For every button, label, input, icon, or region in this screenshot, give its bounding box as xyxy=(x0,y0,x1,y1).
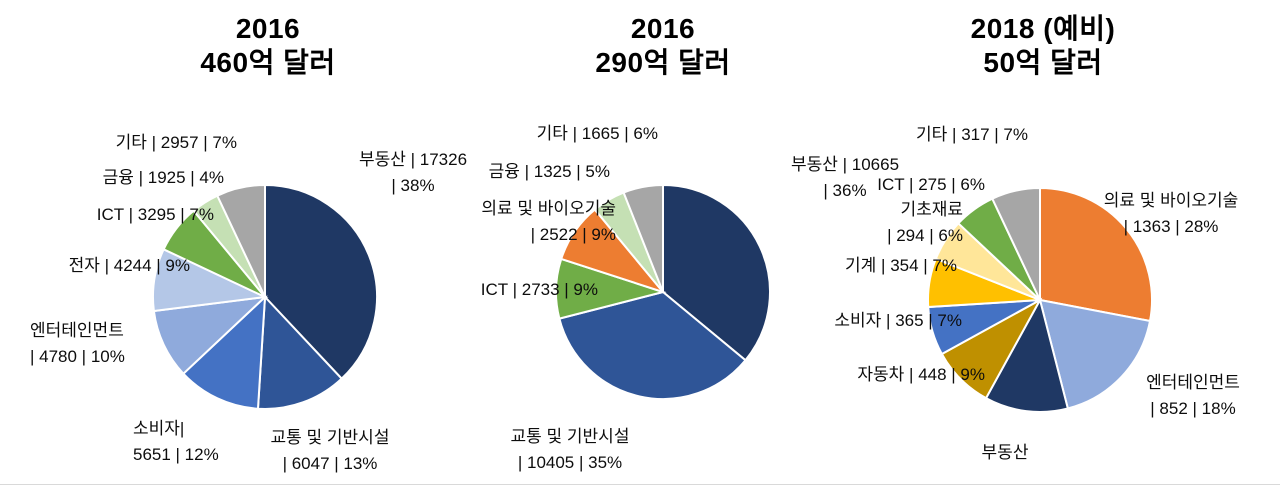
slice-label-line: | 2522 | 9% xyxy=(530,225,616,244)
slice-label-medical-biotech: 의료 및 바이오기술 | 1363 | 28% xyxy=(1104,188,1239,240)
slice-label-consumer: 소비자 | 365 | 7% xyxy=(834,308,962,334)
slice-label-line: 엔터테인먼트 xyxy=(30,321,124,340)
slice-label-line: | 6047 | 13% xyxy=(282,454,378,473)
slice-label-line: | 4780 | 10% xyxy=(30,347,125,366)
slice-label-real-estate: 부동산 | 10665 | 36% xyxy=(791,152,899,204)
pie-slice-transport-infrastructure xyxy=(256,294,344,410)
slice-label-real-estate: 부동산 | 17326 | 38% xyxy=(359,147,467,199)
slice-label-line: 기타 | 1665 | 6% xyxy=(536,124,658,143)
slice-label-consumer: 소비자| 5651 | 12% xyxy=(133,416,219,468)
title-total: 50억 달러 xyxy=(983,47,1103,78)
title-total: 460억 달러 xyxy=(200,47,336,78)
slice-label-transport-infrastructure: 교통 및 기반시설 | 10405 | 35% xyxy=(511,424,630,476)
slice-label-line: | 10405 | 35% xyxy=(517,453,623,472)
pie-slice-real-estate xyxy=(984,297,1070,413)
pie-slice-real-estate xyxy=(662,183,771,362)
pie-slice-consumer xyxy=(181,294,267,410)
pie-2016-29b xyxy=(555,183,771,400)
title-year: 2016 xyxy=(235,13,301,44)
pie-2018-5b xyxy=(927,186,1153,413)
slice-label-line: ICT | 2733 | 9% xyxy=(480,280,598,299)
slice-label-machinery: 기계 | 354 | 7% xyxy=(845,253,957,279)
slice-label-line: 엔터테인먼트 xyxy=(1146,373,1240,392)
pie-slice-real-estate xyxy=(264,183,378,381)
slice-label-entertainment: 엔터테인먼트 | 852 | 18% xyxy=(1146,370,1240,422)
title-year: 2018 (예비) xyxy=(970,13,1116,44)
slice-label-line: | 1363 | 28% xyxy=(1123,217,1219,236)
slice-label-line: ICT | 3295 | 7% xyxy=(96,205,214,224)
slice-label-line: 교통 및 기반시설 xyxy=(270,428,390,447)
slice-label-line: 기초재료 xyxy=(900,200,963,219)
slice-label-line: 소비자 | 365 | 7% xyxy=(834,311,962,330)
slice-label-line: 의료 및 바이오기술 xyxy=(1103,191,1239,210)
slice-label-electronics: 전자 | 4244 | 9% xyxy=(69,253,190,279)
slice-label-line: 자동차 | 448 | 9% xyxy=(857,365,985,384)
chart-title-2018-5b: 2018 (예비) 50억 달러 xyxy=(971,12,1116,80)
slice-label-line: 부동산 | 10665 xyxy=(790,155,900,174)
pie-slice-other xyxy=(622,183,664,293)
pie-slice-entertainment xyxy=(1038,298,1152,410)
bottom-divider xyxy=(0,484,1280,485)
slice-label-line: 교통 및 기반시설 xyxy=(510,427,630,446)
slice-label-ict: ICT | 3295 | 7% xyxy=(97,202,214,228)
slice-label-line: | 852 | 18% xyxy=(1150,399,1236,418)
slice-label-finance: 금융 | 1925 | 4% xyxy=(103,165,224,191)
title-year: 2016 xyxy=(630,13,696,44)
slice-label-transport-infrastructure: 교통 및 기반시설 | 6047 | 13% xyxy=(271,425,390,477)
slice-label-ict: ICT | 275 | 6% xyxy=(877,172,985,198)
slice-label-line: 금융 | 1925 | 4% xyxy=(102,168,224,187)
slice-label-line: 금융 | 1325 | 5% xyxy=(488,162,610,181)
slice-label-entertainment: 엔터테인먼트 | 4780 | 10% xyxy=(30,318,125,370)
slice-label-line: | 36% xyxy=(823,181,867,200)
slice-label-line: | 38% xyxy=(391,176,435,195)
slice-label-line: 기타 | 2957 | 7% xyxy=(115,133,237,152)
pie-slice-transport-infrastructure xyxy=(558,290,747,400)
slice-label-medical-biotech: 의료 및 바이오기술 | 2522 | 9% xyxy=(481,196,616,248)
slice-label-line: 기계 | 354 | 7% xyxy=(845,256,957,275)
chart-title-2016-29b: 2016 290억 달러 xyxy=(595,12,730,80)
slice-label-line: 부동산 xyxy=(981,443,1029,462)
slice-label-line: 기타 | 317 | 7% xyxy=(916,125,1028,144)
chart-title-2016-46b: 2016 460억 달러 xyxy=(200,12,335,80)
slice-label-line: 전자 | 4244 | 9% xyxy=(68,256,190,275)
slice-label-basic-materials: 기초재료 | 294 | 6% xyxy=(887,197,963,249)
title-total: 290억 달러 xyxy=(595,47,731,78)
pie-slice-other xyxy=(990,186,1041,301)
slice-label-other: 기타 | 1665 | 6% xyxy=(537,121,658,147)
slice-label-line: 소비자| xyxy=(133,419,185,438)
slice-label-line: 부동산 | 17326 xyxy=(358,150,468,169)
slice-label-line: ICT | 275 | 6% xyxy=(877,175,985,194)
slice-label-line: 의료 및 바이오기술 xyxy=(481,199,616,218)
slice-label-finance: 금융 | 1325 | 5% xyxy=(489,159,610,185)
slice-label-other: 기타 | 317 | 7% xyxy=(916,122,1028,148)
slice-label-real-estate: 부동산 xyxy=(982,440,1029,466)
slice-label-line: 5651 | 12% xyxy=(133,445,219,464)
pie-slice-other xyxy=(215,183,266,298)
pie-slice-medical-biotech xyxy=(1039,186,1153,323)
slice-label-other: 기타 | 2957 | 7% xyxy=(116,130,237,156)
pie-2016-46b xyxy=(152,183,378,410)
slice-label-ict: ICT | 2733 | 9% xyxy=(481,277,598,303)
slice-label-automotive: 자동차 | 448 | 9% xyxy=(857,362,985,388)
slice-label-line: | 294 | 6% xyxy=(887,226,963,245)
